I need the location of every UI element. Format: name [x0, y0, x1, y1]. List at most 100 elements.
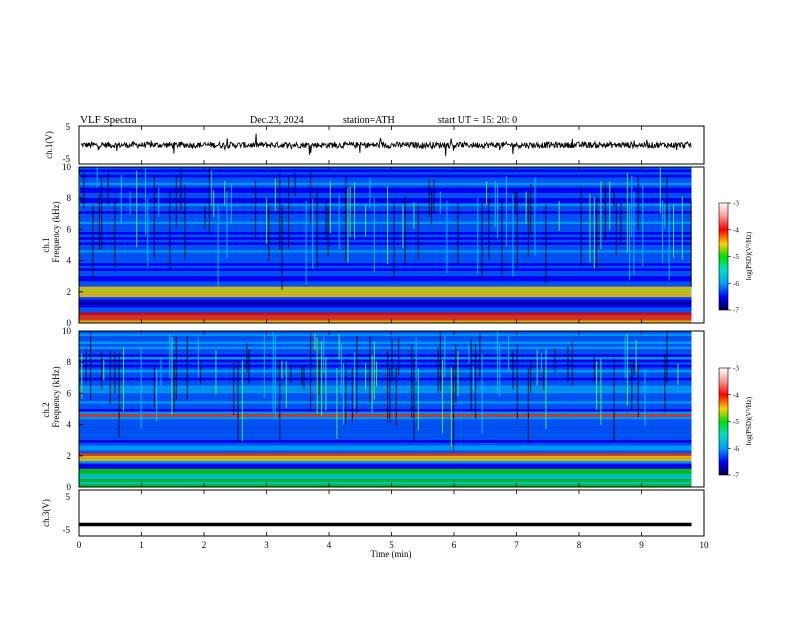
spectrogram-row: [79, 237, 692, 240]
spectrogram-streak: [527, 193, 529, 258]
spectrogram-row: [79, 440, 692, 443]
spectrogram-streak: [450, 367, 452, 447]
spectrogram-row: [79, 354, 692, 357]
spectrogram-streak: [338, 194, 340, 250]
spectrogram-streak: [279, 171, 281, 250]
spectrogram-streak: [158, 188, 160, 217]
xtick-label: 6: [452, 540, 457, 550]
spectrogram-streak: [340, 343, 342, 395]
spectrogram-row: [79, 466, 692, 469]
spectrogram-streak: [391, 339, 393, 382]
spectrogram-streak: [624, 337, 626, 379]
ch1-spec-ylabel-channel: ch.1: [41, 237, 51, 252]
ch2-spec-ylabel: Frequency (kHz): [51, 366, 61, 427]
spectrogram-streak: [558, 200, 560, 231]
spectrogram-streak: [369, 336, 371, 403]
ch1-spectrogram-yticks: 10 8 6 4 2 0: [62, 162, 83, 328]
spectrogram-streak: [369, 177, 371, 209]
spectrogram-streak: [453, 365, 455, 452]
spectrogram-row: [79, 281, 692, 284]
spectrogram-streak: [373, 341, 375, 400]
ch2-spectrogram-image: [79, 331, 692, 487]
spectrogram-row: [79, 455, 692, 459]
spectrogram-streak: [677, 363, 679, 385]
spectrogram-row: [79, 206, 692, 209]
spectrogram-row: [79, 349, 692, 352]
colorbar-tick-label: -6: [733, 445, 739, 453]
spectrogram-streak: [310, 333, 312, 413]
spectrogram-row: [79, 422, 692, 425]
spectrogram-streak: [98, 194, 100, 250]
spectrogram-streak: [631, 176, 633, 238]
spectrogram-streak: [600, 181, 602, 250]
spectrogram-row: [79, 388, 692, 391]
ch1-spec-ylabel: Frequency (kHz): [51, 201, 61, 262]
spectrogram-streak: [472, 366, 474, 391]
spectrogram-streak: [479, 332, 481, 379]
spectrogram-streak: [237, 360, 239, 443]
spectrogram-row: [79, 187, 692, 191]
spectrogram-streak: [437, 347, 439, 394]
spectrogram-row: [79, 448, 692, 451]
ch3-ytick-bottom: -5: [63, 525, 71, 535]
spectrogram-streak: [123, 347, 125, 412]
spectrogram-row: [79, 247, 692, 251]
spectrogram-streak: [402, 205, 404, 249]
spectrogram-streak: [596, 361, 598, 410]
spectrogram-streak: [666, 174, 668, 227]
ch1-ylabel: ch.1(V): [44, 131, 54, 159]
spectrogram-row: [79, 289, 692, 292]
ch1-trace: [80, 133, 692, 156]
spectrogram-streak: [349, 186, 351, 238]
spectrogram-streak: [200, 362, 202, 385]
spectrogram-streak: [604, 182, 606, 240]
spectrogram-row: [79, 180, 692, 183]
spectrogram-row: [79, 193, 692, 196]
spectrogram-streak: [481, 354, 483, 434]
spectrogram-streak: [371, 354, 373, 413]
spectrogram-streak: [637, 364, 639, 418]
ch3-ylabel: ch.3(V): [41, 499, 51, 527]
spectrogram-streak: [593, 355, 595, 382]
spectrogram-streak: [169, 191, 171, 269]
spectrogram-streak: [101, 176, 103, 250]
spectrogram-streak: [79, 175, 81, 212]
spectrogram-row: [79, 203, 692, 206]
spectrogram-streak: [514, 189, 516, 213]
spectrogram-row: [79, 341, 692, 344]
spectrogram-streak: [81, 353, 83, 399]
spectrogram-streak: [288, 177, 290, 250]
spectrogram-streak: [417, 204, 419, 260]
spectrogram-streak: [593, 197, 595, 269]
spectrogram-streak: [486, 181, 488, 204]
spectrogram-streak: [274, 336, 276, 419]
spectrogram-row: [79, 367, 692, 370]
spectrogram-row: [79, 286, 692, 290]
spectrogram-streak: [389, 368, 391, 423]
spectrogram-row: [79, 370, 692, 373]
spectrogram-streak: [516, 344, 518, 421]
spectrogram-streak: [171, 337, 173, 415]
spectrogram-streak: [413, 357, 415, 442]
spectrogram-streak: [310, 170, 312, 225]
spectrogram-row: [79, 401, 692, 404]
spectrogram-streak: [321, 341, 323, 416]
spectrogram-row: [79, 284, 692, 287]
ytick-label: 10: [62, 162, 72, 172]
spectrogram-row: [79, 409, 692, 412]
spectrogram-streak: [343, 363, 345, 425]
spectrogram-streak: [129, 191, 131, 215]
date-label: Dec.23, 2024: [250, 115, 304, 126]
spectrogram-streak: [318, 359, 320, 395]
spectrogram-streak: [175, 176, 177, 228]
spectrogram-row: [79, 474, 692, 477]
spectrogram-streak: [488, 198, 490, 260]
start-ut-label: start UT = 15: 20: 0: [438, 115, 517, 126]
spectrogram-streak: [224, 181, 226, 206]
colorbar-tick-label: -3: [733, 200, 739, 208]
spectrogram-streak: [530, 360, 532, 393]
spectrogram-streak: [494, 181, 496, 228]
spectrogram-row: [79, 307, 692, 310]
spectrogram-streak: [316, 337, 318, 414]
spectrogram-streak: [356, 336, 358, 414]
